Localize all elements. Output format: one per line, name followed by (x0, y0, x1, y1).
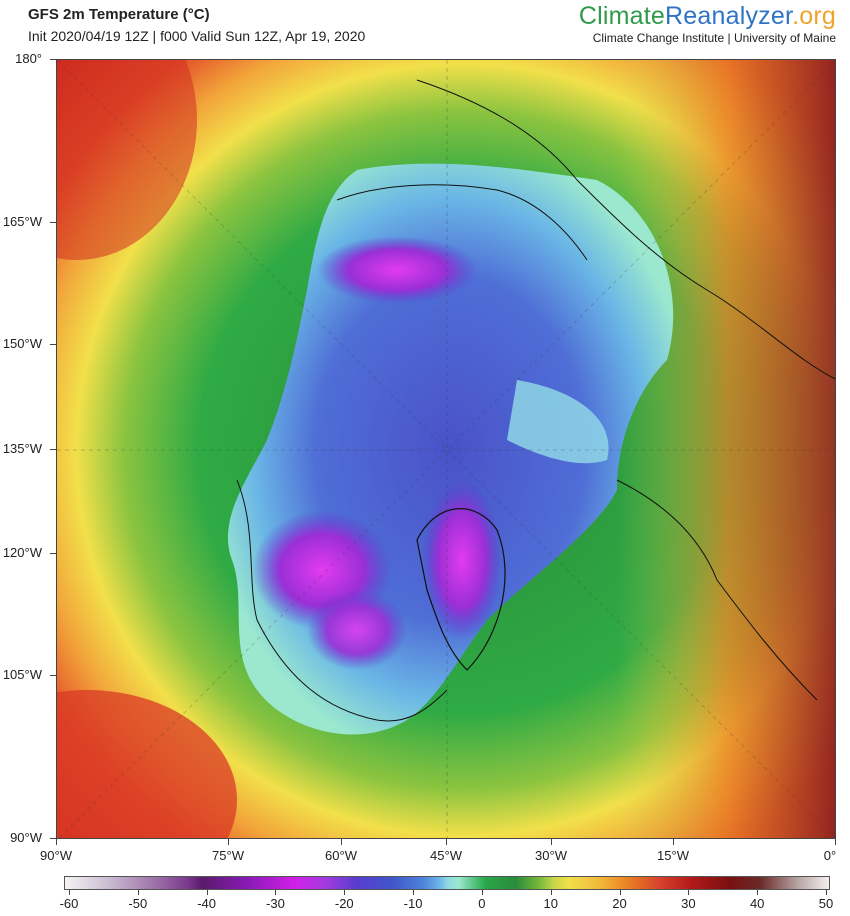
lon-label-45w: 45°W (430, 848, 462, 863)
colorbar-tick (619, 890, 621, 895)
siberia-very-cold (317, 236, 477, 304)
colorbar-tick (550, 890, 552, 895)
brand-logo-part3: .org (792, 2, 836, 30)
colorbar-label: -10 (403, 896, 423, 911)
colorbar-label: 10 (543, 896, 558, 911)
east-warm-band (617, 60, 835, 838)
colorbar-tick (757, 890, 759, 895)
coastline-north-america (236, 479, 448, 722)
lon-label-60w: 60°W (325, 848, 357, 863)
northwest-hot-region (57, 60, 197, 260)
map-subtitle: Init 2020/04/19 12Z | f000 Valid Sun 12Z… (28, 28, 366, 44)
colorbar-tick (481, 890, 483, 895)
lon-tick (341, 839, 342, 845)
brand-logo-part1: Climate (578, 2, 666, 30)
lon-tick (835, 839, 836, 845)
colorbar-tick (206, 890, 208, 895)
brand-logo[interactable]: ClimateReanalyzer.org (579, 2, 836, 31)
colorbar-tick (688, 890, 690, 895)
affiliation-text: Climate Change Institute | University of… (592, 31, 836, 45)
greenland-very-cold (422, 480, 502, 640)
temperature-colorbar (64, 876, 830, 890)
colorbar-label: -40 (197, 896, 217, 911)
colorbar-label: -60 (59, 896, 79, 911)
lat-label-120w: 120°W (2, 545, 42, 560)
colorbar-label: -20 (334, 896, 354, 911)
colorbar-tick (69, 890, 70, 895)
colorbar-tick (137, 890, 139, 895)
lon-tick (56, 839, 57, 845)
southwest-hot-region (57, 690, 237, 838)
temperature-map (56, 59, 836, 839)
colorbar-tick (344, 890, 346, 895)
colorbar-label: -30 (266, 896, 285, 911)
lat-label-105w: 105°W (2, 667, 42, 682)
lon-tick (551, 839, 552, 845)
lon-tick (446, 839, 447, 845)
lat-tick (50, 675, 56, 676)
lat-tick (50, 344, 56, 345)
lat-tick (50, 449, 56, 450)
colorbar-label: 20 (612, 896, 627, 911)
lon-label-0: 0° (823, 848, 837, 863)
lon-label-75w: 75°W (212, 848, 244, 863)
colorbar-label: 30 (681, 896, 696, 911)
brand-logo-part2: Reanalyzer (665, 2, 793, 30)
lat-label-135w: 135°W (2, 441, 42, 456)
cold-tongue-east (507, 380, 609, 464)
map-title: GFS 2m Temperature (°C) (28, 6, 210, 23)
lon-tick (228, 839, 229, 845)
hudson-region-very-cold (307, 590, 407, 670)
lat-label-180: 180° (15, 51, 42, 66)
coastline-eurasia (416, 79, 835, 380)
lat-tick (50, 222, 56, 223)
colorbar-label: -50 (128, 896, 148, 911)
lat-label-165w: 165°W (2, 214, 42, 229)
lon-label-90w: 90°W (40, 848, 72, 863)
temperature-field (57, 60, 835, 838)
lat-label-150w: 150°W (2, 336, 42, 351)
coastline-europe (616, 479, 818, 701)
colorbar-label: 40 (749, 896, 765, 911)
lat-tick (50, 59, 56, 60)
colorbar-tick (275, 890, 277, 895)
lat-label-90w: 90°W (10, 830, 42, 845)
colorbar-label: 0 (478, 896, 486, 911)
lon-label-15w: 15°W (657, 848, 689, 863)
colorbar-tick (413, 890, 415, 895)
colorbar-label: 50 (818, 896, 834, 911)
colorbar-tick (826, 890, 827, 895)
lat-tick (50, 838, 56, 839)
lon-label-30w: 30°W (535, 848, 567, 863)
lat-tick (50, 553, 56, 554)
coastline-greenland (416, 508, 506, 671)
lon-tick (673, 839, 674, 845)
coastline-siberia (336, 184, 588, 261)
